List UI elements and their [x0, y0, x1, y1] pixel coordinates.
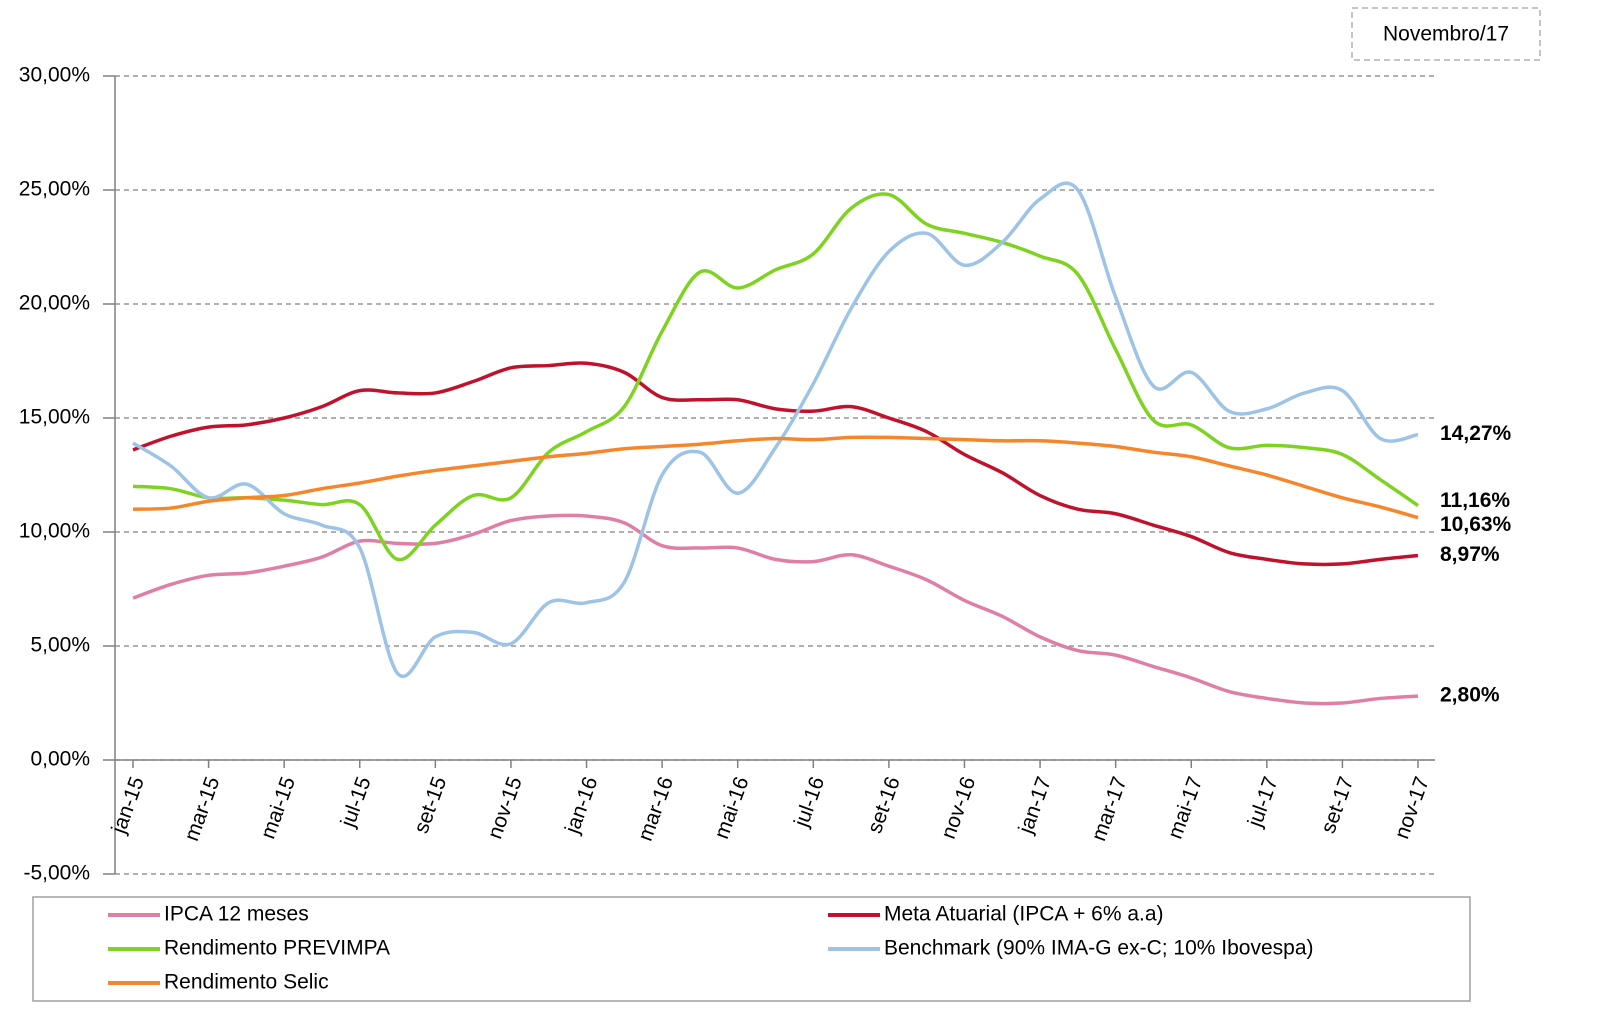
annotation: Novembro/17	[1383, 23, 1509, 46]
y-tick-label: 20,00%	[19, 292, 90, 315]
y-tick-label: 5,00%	[30, 634, 90, 657]
x-tick-label: jan-15	[107, 774, 149, 838]
x-tick-label: jan-16	[561, 774, 603, 838]
x-tick-label: set-17	[1317, 774, 1359, 837]
x-tick-label: jul-17	[1243, 774, 1283, 831]
legend-label: Meta Atuarial (IPCA + 6% a.a)	[884, 903, 1164, 926]
series-line	[132, 181, 1419, 678]
annotation-box	[1351, 7, 1541, 61]
y-tick-label: 25,00%	[19, 178, 90, 201]
x-tick-label: jan-17	[1014, 774, 1056, 838]
x-tick-label: nov-15	[483, 774, 527, 842]
data-label: 10,63%	[1440, 513, 1512, 536]
data-label: 11,16%	[1440, 489, 1510, 512]
y-tick-label: -5,00%	[23, 862, 90, 885]
y-tick-label: 15,00%	[19, 406, 90, 429]
legend-label: Rendimento PREVIMPA	[164, 937, 390, 960]
x-tick-label: mar-15	[180, 774, 224, 844]
legend-label: Benchmark (90% IMA-G ex-C; 10% Ibovespa)	[884, 937, 1314, 960]
data-label: 8,97%	[1440, 543, 1500, 566]
series-line	[132, 192, 1419, 562]
x-tick-label: set-16	[863, 774, 905, 837]
series-line	[132, 435, 1419, 520]
series-line	[132, 361, 1419, 567]
x-tick-label: mai-17	[1164, 774, 1208, 842]
y-tick-label: 30,00%	[19, 64, 90, 87]
y-tick-label: 0,00%	[30, 748, 90, 771]
x-tick-label: nov-16	[937, 774, 981, 842]
legend-box	[32, 896, 1471, 1002]
data-label: 14,27%	[1440, 422, 1512, 445]
x-tick-label: jul-16	[790, 774, 830, 831]
y-tick-label: 10,00%	[19, 520, 90, 543]
legend-label: IPCA 12 meses	[164, 903, 309, 926]
x-tick-label: jul-15	[336, 774, 376, 831]
data-label: 2,80%	[1440, 684, 1500, 707]
x-tick-label: mai-15	[257, 774, 301, 842]
legend-label: Rendimento Selic	[164, 971, 329, 994]
x-tick-label: mar-17	[1087, 774, 1131, 844]
series-line	[132, 513, 1419, 706]
x-tick-label: set-15	[410, 774, 452, 837]
x-tick-label: mar-16	[634, 774, 678, 844]
x-tick-label: nov-17	[1390, 774, 1434, 842]
x-tick-label: mai-16	[710, 774, 754, 842]
